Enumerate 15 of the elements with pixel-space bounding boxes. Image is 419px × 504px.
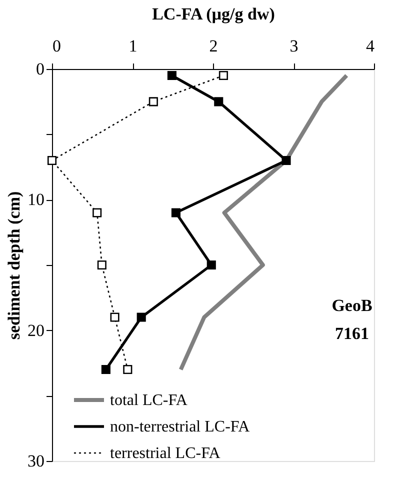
x-tick-label: 2 <box>209 36 218 56</box>
y-axis-title: sediment depth (cm) <box>4 191 24 340</box>
legend-label: non-terrestrial LC-FA <box>110 418 250 436</box>
y-tick-label: 10 <box>28 190 44 210</box>
x-axis-title: LC-FA (µg/g dw) <box>152 4 275 24</box>
legend-label: total LC-FA <box>110 392 188 409</box>
x-tick-label: 3 <box>290 36 298 56</box>
x-tick-label: 1 <box>128 36 138 56</box>
x-tick-label: 0 <box>52 36 61 56</box>
legend-label: terrestrial LC-FA <box>110 445 221 462</box>
y-tick-label: 20 <box>28 320 44 340</box>
annotation: GeoB 7161 <box>332 296 372 343</box>
x-tick-label: 4 <box>366 36 375 56</box>
y-tick-label: 0 <box>36 60 44 78</box>
y-tick-label: 30 <box>28 452 44 470</box>
